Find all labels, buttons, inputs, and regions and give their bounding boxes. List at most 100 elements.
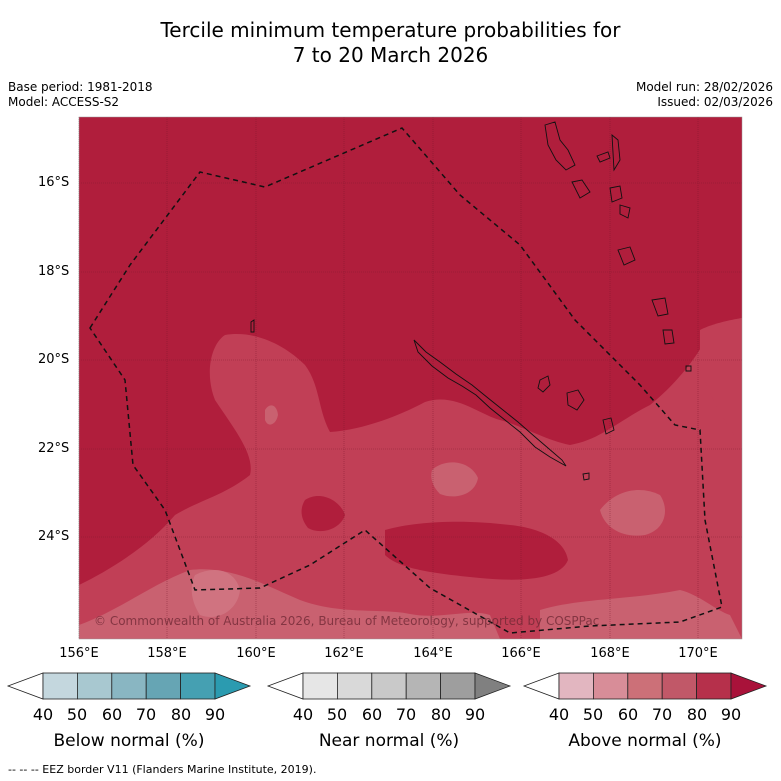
vanuatu-ambae <box>596 151 611 163</box>
issued-date: Issued: 02/03/2026 <box>657 95 773 109</box>
band-80-90-pocket-b <box>385 521 568 580</box>
isle-of-pines <box>582 472 590 481</box>
vanuatu-small-1 <box>619 204 631 219</box>
vanuatu-pentecost <box>611 133 621 172</box>
below-colorbar-segment <box>42 672 78 700</box>
title-line-1: Tercile minimum temperature probabilitie… <box>160 18 621 42</box>
below-colorbar-segment <box>111 672 147 700</box>
vanuatu-erromango <box>617 246 636 266</box>
above-colorbar-segment <box>558 672 594 700</box>
above-tick: 60 <box>617 705 639 724</box>
lon-label: 158°E <box>147 646 187 661</box>
colorbar-above <box>522 672 768 700</box>
lon-label: 160°E <box>236 646 276 661</box>
lon-label: 162°E <box>324 646 364 661</box>
gridlines <box>78 117 742 639</box>
chart-title: Tercile minimum temperature probabilitie… <box>0 18 781 68</box>
below-tick: 60 <box>101 705 123 724</box>
above-colorbar-segment <box>661 672 698 700</box>
colorbar-near-segments <box>302 672 476 700</box>
below-normal-title: Below normal (%) <box>53 731 205 751</box>
colorbar-above-arrow-right <box>730 672 768 700</box>
above-tick: 70 <box>651 705 673 724</box>
lat-label: 18°S <box>38 264 70 279</box>
islet-1 <box>685 365 692 372</box>
band-60-70-patch-e <box>191 570 240 618</box>
lon-label: 156°E <box>59 646 99 661</box>
near-tick: 50 <box>326 705 348 724</box>
above-tick: 90 <box>720 705 742 724</box>
vanuatu-tanna <box>651 297 669 317</box>
band-60-70-patch-a <box>79 569 500 639</box>
coastlines <box>250 121 692 481</box>
near-tick: 70 <box>395 705 417 724</box>
colorbar-near-arrow-right <box>474 672 512 700</box>
band-60-70-patch-f <box>540 590 742 639</box>
eez-footnote: -- -- -- EEZ border V11 (Flanders Marine… <box>8 763 317 776</box>
model-name: Model: ACCESS-S2 <box>8 95 120 109</box>
vanuatu-malekula <box>571 179 591 199</box>
colorbar-below-segments <box>42 672 216 700</box>
base-period: Base period: 1981-2018 <box>8 80 153 94</box>
lat-label: 24°S <box>38 529 70 544</box>
above-tick: 80 <box>686 705 708 724</box>
colorbar-near <box>266 672 512 700</box>
colorbar-near-arrow-left <box>266 672 304 700</box>
near-colorbar-segment <box>405 672 442 700</box>
colorbar-below-arrow-right <box>214 672 252 700</box>
band-70-80-east <box>700 318 742 445</box>
map-frame <box>78 116 743 640</box>
band-80-90-pocket-a <box>301 495 345 532</box>
islet-2 <box>250 319 255 333</box>
near-colorbar-segment <box>371 672 407 700</box>
above-colorbar-segment <box>696 672 732 700</box>
above-colorbar-segment <box>593 672 629 700</box>
band-70-80-south <box>79 318 742 639</box>
near-normal-title: Near normal (%) <box>318 731 460 751</box>
near-colorbar-segment <box>302 672 338 700</box>
near-colorbar-segment <box>440 672 476 700</box>
colorbar-below-arrow-left <box>6 672 44 700</box>
copyright-note: © Commonwealth of Australia 2026, Bureau… <box>94 614 600 628</box>
band-60-70-patch-b <box>431 462 478 497</box>
loyalty-island-2 <box>566 389 585 411</box>
above-colorbar-segment <box>627 672 663 700</box>
near-tick: 40 <box>292 705 314 724</box>
new-caledonia-coast <box>413 339 567 467</box>
near-tick: 80 <box>430 705 452 724</box>
lon-label: 164°E <box>413 646 453 661</box>
loyalty-island-3 <box>602 417 615 435</box>
colorbar-above-segments <box>558 672 732 700</box>
below-tick: 80 <box>170 705 192 724</box>
below-colorbar-segment <box>145 672 181 700</box>
lon-label: 166°E <box>501 646 541 661</box>
below-tick: 50 <box>66 705 88 724</box>
above-normal-title: Above normal (%) <box>568 731 722 751</box>
lat-label: 16°S <box>38 175 70 190</box>
vanuatu-espiritu-santo <box>544 121 576 171</box>
band-60-70-patch-d <box>265 405 278 425</box>
lat-label: 22°S <box>38 441 70 456</box>
lon-label: 170°E <box>678 646 718 661</box>
below-colorbar-segment <box>77 672 113 700</box>
lat-label: 20°S <box>38 352 70 367</box>
near-colorbar-segment <box>336 672 373 700</box>
colorbar-below <box>6 672 252 700</box>
near-tick: 60 <box>361 705 383 724</box>
lon-label: 168°E <box>590 646 630 661</box>
meta-right: Model run: 28/02/2026 Issued: 02/03/2026 <box>636 80 773 110</box>
near-tick: 90 <box>464 705 486 724</box>
probability-field <box>79 117 742 639</box>
above-tick: 50 <box>582 705 604 724</box>
band-60-70-patch-c <box>600 490 665 536</box>
eez-border <box>89 127 723 634</box>
vanuatu-aneityum <box>662 329 675 345</box>
loyalty-island-1 <box>537 375 551 393</box>
below-colorbar-segment <box>180 672 216 700</box>
vanuatu-efate <box>609 185 623 203</box>
below-tick: 90 <box>204 705 226 724</box>
below-tick: 40 <box>32 705 54 724</box>
model-run: Model run: 28/02/2026 <box>635 80 773 94</box>
colorbar-above-arrow-left <box>522 672 560 700</box>
